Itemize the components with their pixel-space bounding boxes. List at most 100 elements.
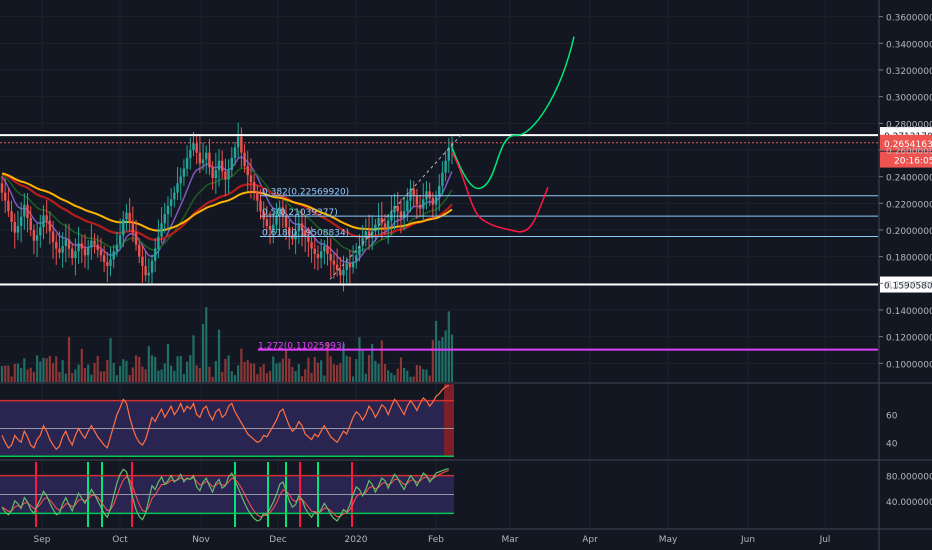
time-axis[interactable]: Sep Oct Nov Dec 2020 Feb Mar Apr May Jun Jul: [34, 535, 831, 545]
candle-body: [58, 248, 61, 253]
volume-bar: [422, 369, 425, 382]
volume-bar: [249, 363, 253, 382]
candle-body: [249, 175, 253, 182]
candle-body: [236, 136, 240, 148]
volume-bar: [109, 338, 112, 382]
candles: [0, 122, 454, 292]
volume-bar: [374, 360, 377, 382]
candle-body: [259, 200, 262, 212]
candle-body: [166, 206, 170, 214]
volume-bar: [221, 371, 224, 382]
volume-bar: [0, 365, 4, 382]
stoch-tick: 40.00000000: [886, 498, 932, 508]
horizontal-levels[interactable]: 0.271217090.159058010.2654163920:16:050.…: [0, 127, 932, 352]
candle-body: [339, 270, 342, 276]
candle-body: [300, 223, 304, 230]
volume-bar: [399, 357, 403, 382]
candle-body: [205, 152, 208, 160]
volume-bar: [227, 355, 230, 382]
rsi-pane: 60 40: [0, 384, 898, 457]
candle-body: [281, 207, 285, 217]
candle-body: [179, 176, 182, 184]
volume-bar: [268, 371, 272, 382]
volume-bar: [412, 376, 415, 382]
candle-body: [102, 255, 106, 262]
candle-body: [32, 230, 36, 241]
candle-body: [61, 246, 64, 253]
volume-bar: [444, 330, 447, 382]
candle-body: [39, 227, 42, 236]
candle-body: [55, 242, 58, 249]
candle-body: [67, 239, 71, 249]
level-badge: [880, 276, 932, 293]
volume-bar: [144, 369, 147, 382]
volume-bar: [4, 365, 7, 382]
moving-averages: [1, 156, 453, 264]
candle-body: [294, 231, 297, 240]
candle-body: [256, 191, 259, 201]
candle-body: [438, 186, 441, 197]
volume-bar: [336, 365, 339, 382]
candle-body: [115, 244, 119, 252]
volume-bars: [0, 307, 454, 382]
volume-bar: [304, 369, 307, 382]
volume-bar: [361, 350, 364, 382]
candle-body: [268, 226, 272, 230]
volume-bar: [179, 355, 182, 382]
volume-bar: [10, 376, 13, 382]
candle-body: [272, 224, 275, 230]
month-label: Jul: [819, 535, 831, 545]
volume-bar: [192, 335, 195, 382]
volume-bar: [387, 370, 390, 382]
volume-bar: [240, 348, 243, 382]
candle-body: [316, 254, 320, 258]
candle-body: [217, 160, 221, 170]
candle-body: [0, 183, 4, 193]
volume-bar: [87, 364, 90, 382]
volume-bar: [80, 348, 83, 382]
candle-body: [297, 223, 301, 232]
ma-purple: [1, 156, 453, 264]
candle-body: [64, 239, 68, 246]
volume-bar: [122, 359, 125, 382]
candle-body: [192, 143, 195, 150]
candle-body: [13, 222, 16, 233]
volume-bar: [170, 365, 173, 382]
candle-body: [227, 170, 230, 180]
candle-body: [351, 262, 355, 268]
volume-bar: [176, 356, 179, 382]
candle-body: [431, 198, 435, 205]
volume-bar: [332, 364, 336, 382]
candle-body: [396, 206, 399, 212]
candle-body: [96, 244, 99, 250]
candle-body: [45, 215, 48, 221]
fib-label: 0.618(0.19508834): [262, 229, 349, 239]
candle-body: [402, 211, 406, 218]
candle-body: [319, 251, 323, 258]
candle-body: [441, 172, 444, 186]
volume-bar: [48, 356, 51, 382]
candle-body: [406, 200, 409, 212]
volume-bar: [310, 372, 313, 382]
volume-bar: [99, 371, 103, 382]
candle-body: [224, 171, 227, 180]
candle-body: [278, 207, 281, 216]
volume-bar: [253, 363, 256, 382]
volume-bar: [106, 359, 109, 382]
volume-bar: [406, 370, 409, 382]
fib-ext-label: 1.272(0.11025993): [258, 342, 345, 352]
month-label: 2020: [345, 535, 368, 545]
volume-bar: [36, 355, 39, 382]
volume-bar: [64, 373, 67, 382]
candle-body: [332, 260, 336, 265]
volume-bar: [246, 360, 249, 382]
volume-bar: [96, 355, 99, 382]
